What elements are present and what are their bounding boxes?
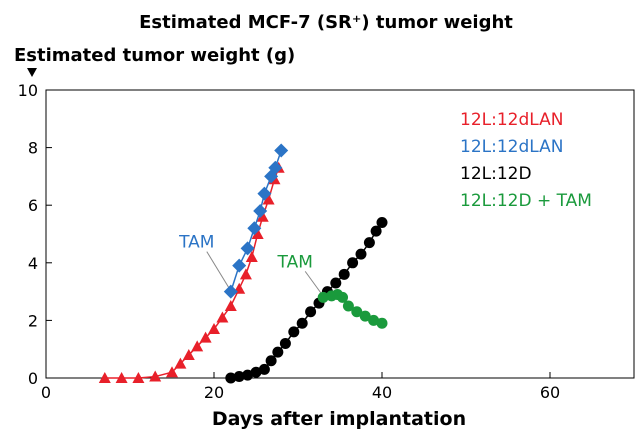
data-point xyxy=(256,210,269,222)
data-point xyxy=(247,221,262,236)
x-tick-label: 60 xyxy=(540,383,560,402)
x-tick-label: 0 xyxy=(41,383,51,402)
y-tick-label: 8 xyxy=(28,139,38,158)
data-point xyxy=(149,370,162,382)
data-point xyxy=(359,310,371,322)
data-point xyxy=(191,340,204,352)
data-point xyxy=(272,346,284,358)
annotations: TAM TAM xyxy=(178,233,322,294)
data-point xyxy=(262,193,275,205)
data-point xyxy=(166,366,178,378)
data-point xyxy=(223,284,238,299)
annotation-leader xyxy=(206,251,230,288)
legend: 12L:12dLAN 12L:12dLAN 12L:12D 12L:12D + TAM xyxy=(460,110,592,211)
plot-frame xyxy=(45,89,635,379)
data-point xyxy=(233,371,245,383)
y-tick-label: 10 xyxy=(18,81,38,100)
data-point xyxy=(253,203,268,218)
data-point xyxy=(338,268,350,280)
data-point xyxy=(98,372,111,383)
data-point xyxy=(376,216,388,228)
annotation-leader xyxy=(304,271,322,294)
y-tick-label: 4 xyxy=(28,254,38,273)
data-point xyxy=(245,251,258,263)
data-point xyxy=(317,291,329,303)
data-point xyxy=(199,331,212,343)
series-1 xyxy=(223,143,289,299)
data-point xyxy=(376,317,388,329)
data-point xyxy=(337,291,349,303)
legend-entry: 12L:12D + TAM xyxy=(460,191,592,211)
x-tick-label: 40 xyxy=(372,383,392,402)
data-point xyxy=(296,317,308,329)
series-3 xyxy=(317,288,388,329)
data-point xyxy=(257,186,272,201)
data-point xyxy=(363,237,375,249)
x-axis-label: Days after implantation xyxy=(212,408,466,430)
data-point xyxy=(224,300,237,311)
data-point xyxy=(347,257,359,269)
annotation-label: TAM xyxy=(178,233,214,253)
data-point xyxy=(174,357,187,369)
data-point xyxy=(240,241,255,256)
y-tick-label: 2 xyxy=(28,311,38,330)
data-point xyxy=(242,369,254,381)
legend-entry: 12L:12D xyxy=(460,164,532,184)
data-point xyxy=(232,258,247,273)
data-point xyxy=(268,160,283,175)
data-point xyxy=(342,300,354,312)
data-point xyxy=(132,372,145,383)
data-point xyxy=(115,372,128,383)
y-axis-label: Estimated tumor weight (g) xyxy=(14,45,295,66)
data-point xyxy=(274,143,289,158)
axis-ticks: 0 2 4 6 8 10 0 20 40 60 xyxy=(18,81,561,402)
data-point xyxy=(351,306,363,318)
x-tick-label: 20 xyxy=(204,383,224,402)
y-tick-label: 6 xyxy=(28,196,38,215)
series-line xyxy=(230,222,383,379)
series-2 xyxy=(225,216,388,384)
data-point xyxy=(330,277,342,289)
data-point xyxy=(250,366,262,378)
data-point xyxy=(305,306,317,318)
data-point xyxy=(279,337,291,349)
data-point xyxy=(239,268,252,280)
data-point xyxy=(208,323,220,335)
data-point xyxy=(225,372,237,384)
data-point xyxy=(265,355,277,367)
data-point xyxy=(182,348,195,360)
series-line xyxy=(104,167,280,379)
data-point xyxy=(288,326,300,338)
series-0 xyxy=(98,161,285,383)
chart-title: Estimated MCF-7 (SR⁺) tumor weight xyxy=(139,12,513,33)
y-tick-label: 0 xyxy=(28,369,38,388)
data-point xyxy=(216,311,229,323)
y-axis-arrow-icon xyxy=(27,68,37,77)
annotation-label: TAM xyxy=(277,252,313,272)
data-point xyxy=(370,225,382,237)
data-point xyxy=(251,228,264,239)
data-point xyxy=(258,363,270,375)
data-point xyxy=(368,314,380,326)
legend-entry: 12L:12dLAN xyxy=(460,110,563,130)
series-group xyxy=(98,143,388,384)
legend-entry: 12L:12dLAN xyxy=(460,137,563,157)
data-point xyxy=(355,248,367,260)
